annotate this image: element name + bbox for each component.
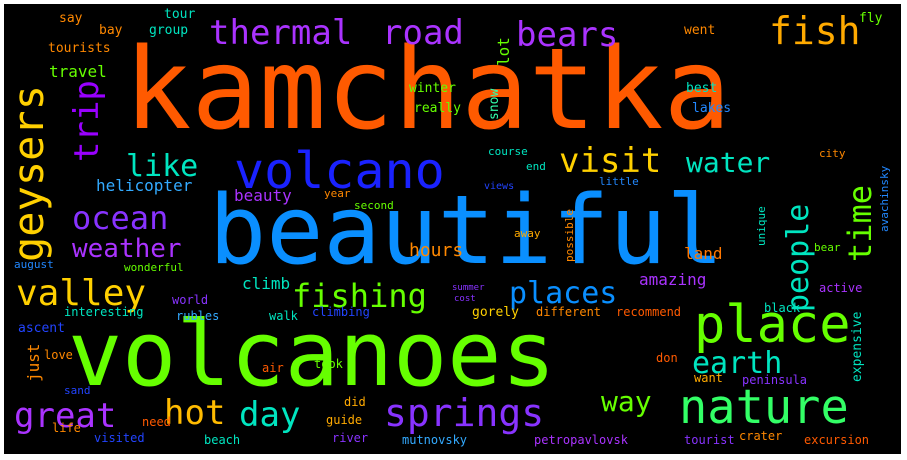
- word-climb: climb: [242, 274, 291, 293]
- word-wonderful: wonderful: [124, 261, 184, 274]
- word-gorely: gorely: [472, 305, 519, 320]
- word-don: don: [656, 351, 678, 365]
- word-petropavlovsk: petropavlovsk: [534, 433, 628, 447]
- word-really: really: [414, 101, 461, 116]
- word-land: land: [684, 244, 723, 263]
- word-hot: hot: [164, 393, 226, 433]
- word-black: black: [764, 301, 801, 315]
- word-summer: summer: [452, 283, 485, 293]
- word-amazing: amazing: [639, 270, 707, 289]
- word-avachinsky: avachinsky: [878, 165, 891, 232]
- word-river: river: [332, 431, 369, 445]
- word-did: did: [344, 395, 366, 409]
- word-place: place: [694, 295, 851, 355]
- word-visited: visited: [94, 431, 145, 445]
- word-recommend: recommend: [616, 305, 682, 319]
- word-water: water: [686, 146, 771, 179]
- word-possible: possible: [563, 209, 576, 262]
- word-road: road: [382, 13, 464, 53]
- word-course: course: [488, 145, 528, 158]
- word-places: places: [509, 276, 618, 311]
- word-need: need: [142, 415, 171, 429]
- word-nature: nature: [679, 380, 849, 435]
- word-geysers: geysers: [4, 84, 53, 262]
- word-expensive: expensive: [850, 311, 865, 382]
- word-trip: trip: [67, 80, 107, 162]
- word-beach: beach: [204, 433, 241, 447]
- word-guide: guide: [326, 413, 363, 427]
- word-sand: sand: [64, 384, 91, 397]
- word-crater: crater: [739, 429, 783, 443]
- word-just: just: [24, 343, 43, 382]
- word-views: views: [484, 181, 515, 192]
- word-unique: unique: [755, 206, 768, 246]
- word-year: year: [324, 187, 351, 200]
- word-second: second: [354, 199, 394, 212]
- word-volcanoes: volcanoes: [68, 302, 556, 407]
- word-beauty: beauty: [234, 186, 292, 205]
- word-active: active: [819, 281, 863, 295]
- word-ascent: ascent: [18, 321, 65, 336]
- word-springs: springs: [384, 391, 545, 435]
- word-best: best: [686, 81, 718, 96]
- word-kamchatka: kamchatka: [124, 25, 731, 155]
- word-hours: hours: [409, 240, 464, 261]
- word-life: life: [52, 421, 81, 435]
- word-interesting: interesting: [64, 305, 144, 319]
- word-earth: earth: [692, 346, 783, 381]
- word-away: away: [514, 227, 541, 240]
- word-bay: bay: [99, 23, 123, 38]
- word-august: august: [14, 258, 54, 271]
- word-peninsula: peninsula: [742, 373, 808, 387]
- word-group: group: [149, 23, 189, 38]
- word-lot: lot: [494, 37, 513, 66]
- word-volcano: volcano: [234, 142, 445, 200]
- word-thermal: thermal: [209, 13, 353, 53]
- word-winter: winter: [409, 81, 456, 96]
- word-time: time: [841, 184, 879, 262]
- word-like: like: [126, 149, 199, 184]
- word-lakes: lakes: [692, 101, 732, 116]
- word-day: day: [239, 395, 301, 435]
- word-air: air: [262, 361, 284, 375]
- word-weather: weather: [72, 234, 182, 264]
- word-world: world: [172, 293, 209, 307]
- word-bears: bears: [516, 15, 619, 55]
- word-cost: cost: [454, 294, 476, 304]
- word-beautiful: beautiful: [209, 176, 724, 286]
- word-way: way: [601, 385, 652, 418]
- word-excursion: excursion: [804, 433, 870, 447]
- word-love: love: [44, 348, 73, 362]
- word-city: city: [819, 147, 846, 160]
- word-fly: fly: [859, 11, 883, 26]
- word-people: people: [781, 203, 816, 312]
- word-fishing: fishing: [292, 277, 427, 315]
- word-helicopter: helicopter: [96, 176, 193, 195]
- word-bear: bear: [814, 241, 841, 254]
- word-different: different: [536, 305, 602, 319]
- word-went: went: [684, 23, 716, 38]
- word-snow: snow: [487, 88, 502, 120]
- word-tourist: tourist: [684, 433, 735, 447]
- word-took: took: [314, 357, 343, 371]
- word-great: great: [14, 396, 117, 436]
- word-mutnovsky: mutnovsky: [402, 433, 468, 447]
- word-valley: valley: [16, 273, 147, 314]
- word-tourists: tourists: [48, 41, 111, 56]
- word-end: end: [526, 160, 546, 173]
- word-tour: tour: [164, 7, 196, 22]
- word-climbing: climbing: [312, 305, 370, 319]
- word-visit: visit: [559, 141, 662, 181]
- word-travel: travel: [49, 62, 107, 81]
- word-fish: fish: [769, 9, 861, 53]
- word-ocean: ocean: [72, 199, 169, 237]
- word-little: little: [599, 175, 639, 188]
- word-walk: walk: [269, 309, 298, 323]
- word-cloud: kamchatka beautiful volcanoes volcano pl…: [4, 4, 901, 454]
- word-rubles: rubles: [176, 309, 220, 323]
- word-want: want: [694, 371, 723, 385]
- word-say: say: [59, 11, 83, 26]
